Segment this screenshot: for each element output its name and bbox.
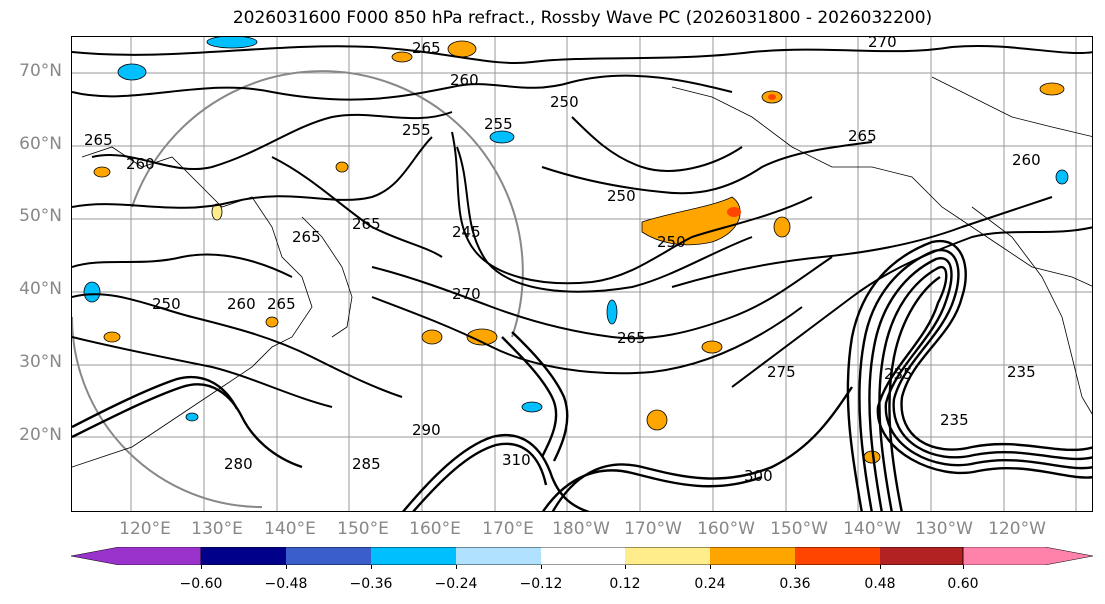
lon-label-160e: 160°E [409,519,461,539]
colorbar-tick: 0.48 [864,576,896,592]
contour-label: 280 [224,455,253,473]
lat-label-50n: 50°N [19,206,62,226]
contour-label: 265 [412,39,441,57]
colorbar-tick: −0.48 [264,576,308,592]
colorbar-segment [201,547,286,565]
contour-label: 235 [1007,363,1036,381]
graticule [72,37,1092,511]
contour-label: 260 [126,155,155,173]
anomaly-fills [83,37,1069,464]
colorbar-tick: 0.24 [694,576,726,592]
contour-label: 250 [152,295,181,313]
contour-label: 255 [402,121,431,139]
contour-label: 265 [292,228,321,246]
contour-label: 255 [484,115,513,133]
colorbar-segment [962,547,1093,565]
colorbar-tick: −0.24 [434,576,478,592]
colorbar-segment [456,547,541,565]
colorbar-segment [541,547,625,565]
lon-label-160w: 160°W [697,519,755,539]
lon-label-130e: 130°E [191,519,243,539]
lat-label-70n: 70°N [19,61,62,81]
contour-label: 300 [744,467,773,485]
contour-label: 250 [607,187,636,205]
lon-label-180w: 180°W [552,519,610,539]
lon-label-140w: 140°W [843,519,901,539]
lat-label-60n: 60°N [19,134,62,154]
contour-label: 265 [617,329,646,347]
contour-label: 290 [412,421,441,439]
lat-label-40n: 40°N [19,279,62,299]
contour-label: 265 [352,215,381,233]
lat-label-30n: 30°N [19,352,62,372]
map-canvas: 265 260 255 255 250 270 265 260 265 260 … [72,37,1092,511]
contour-label: 245 [452,223,481,241]
refractivity-contours [72,44,1092,408]
colorbar-tick: −0.60 [179,576,223,592]
lon-label-170w: 170°W [624,519,682,539]
colorbar-segment [371,547,456,565]
lon-label-150w: 150°W [770,519,828,539]
colorbar-tick: −0.36 [349,576,393,592]
contour-label-layer: 265 260 255 255 250 270 265 260 265 260 … [84,37,1041,485]
lon-label-120w: 120°W [988,519,1046,539]
lat-label-20n: 20°N [19,425,62,445]
lon-label-130w: 130°W [915,519,973,539]
lon-label-140e: 140°E [264,519,316,539]
colorbar-tick: 0.12 [609,576,641,592]
coastlines [72,76,1092,468]
contour-label: 260 [227,295,256,313]
contour-label: 285 [352,455,381,473]
colorbar-tick: −0.12 [519,576,563,592]
lon-label-170e: 170°E [482,519,534,539]
contour-label: 235 [884,365,913,383]
contour-label: 250 [550,93,579,111]
colorbar-tick: 0.60 [947,576,979,592]
colorbar-segment [625,547,710,565]
contour-label: 265 [267,295,296,313]
colorbar-segment [880,547,963,565]
colorbar [71,547,1093,565]
map-panel: 265 260 255 255 250 270 265 260 265 260 … [71,36,1093,512]
colorbar-segment [710,547,795,565]
colorbar-segment [71,547,202,565]
lon-label-120e: 120°E [119,519,171,539]
contour-label: 250 [657,233,686,251]
colorbar-segment [286,547,371,565]
colorbar-segment [795,547,880,565]
contour-label: 265 [84,131,113,149]
map-title: 2026031600 F000 850 hPa refract., Rossby… [232,8,933,28]
contour-label: 275 [767,363,796,381]
contour-label: 270 [868,37,897,51]
colorbar-tick: 0.36 [779,576,811,592]
contour-label: 260 [450,71,479,89]
jet-contours [72,239,1092,511]
region-circle [131,70,524,338]
contour-label: 310 [502,451,531,469]
contour-label: 265 [848,127,877,145]
contour-label: 235 [940,411,969,429]
contour-label: 270 [452,285,481,303]
contour-label: 260 [1012,151,1041,169]
lon-label-150e: 150°E [337,519,389,539]
